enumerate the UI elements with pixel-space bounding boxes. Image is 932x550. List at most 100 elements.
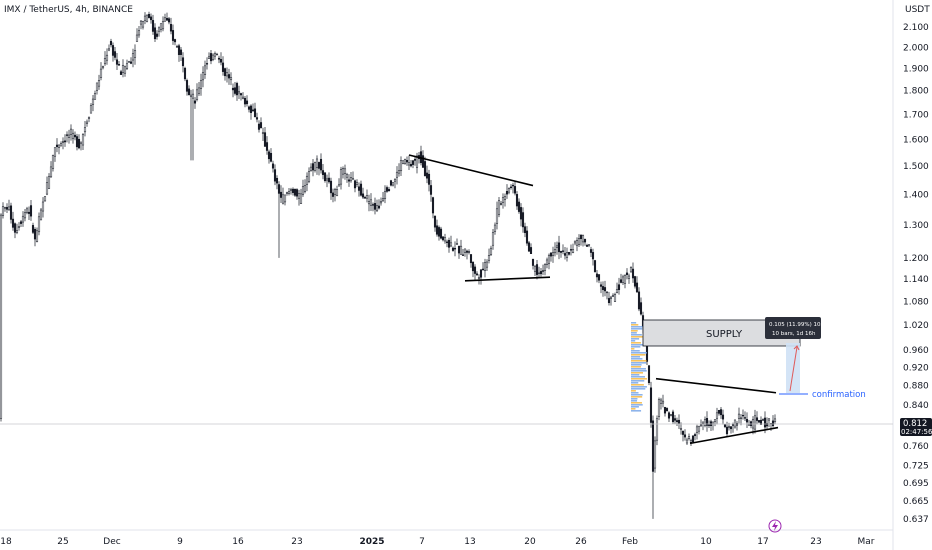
time-tick-label: 23 xyxy=(291,537,302,547)
candle-body xyxy=(467,251,471,253)
price-badge-value: 0.812 xyxy=(903,419,927,429)
candle-body xyxy=(705,418,709,426)
price-badge-countdown: 02:47:56 xyxy=(901,428,932,436)
candle-body xyxy=(505,191,509,195)
candle-body xyxy=(407,162,411,166)
volume-profile-bar xyxy=(631,384,644,386)
candle-body xyxy=(155,33,159,37)
candle-body xyxy=(753,415,757,430)
candle-body xyxy=(201,72,205,81)
volume-profile-bar xyxy=(631,368,646,370)
price-axis[interactable]: 2.100 2.000 1.900 1.800 1.700 1.600 1.500 1.400… xyxy=(903,23,929,525)
candle-body xyxy=(219,59,223,63)
candle-body xyxy=(687,436,691,439)
candle-body xyxy=(373,203,377,210)
candle-body xyxy=(23,212,27,219)
candle-body xyxy=(621,276,625,283)
candle-body xyxy=(667,412,671,419)
candle-body xyxy=(127,61,131,63)
candle-body xyxy=(727,426,731,428)
measure-box[interactable] xyxy=(786,343,800,393)
candle-body xyxy=(719,409,723,416)
candle-body xyxy=(145,14,149,22)
candle-body xyxy=(171,30,175,41)
trendline[interactable] xyxy=(689,426,779,445)
price-tick-label: 1.140 xyxy=(903,275,929,285)
candle-body xyxy=(399,160,403,172)
candle-body xyxy=(675,420,679,423)
price-tick-label: 1.800 xyxy=(903,87,929,97)
candle-body xyxy=(389,180,393,186)
candle-body xyxy=(413,158,417,161)
candle-body xyxy=(439,228,443,239)
trendline[interactable] xyxy=(655,377,777,394)
candle-body xyxy=(493,224,497,232)
candle-body xyxy=(435,225,439,235)
candle-body xyxy=(217,57,221,60)
candle-body xyxy=(469,254,473,264)
candle-body xyxy=(255,117,259,120)
time-tick-label: 9 xyxy=(177,537,183,547)
trendline[interactable] xyxy=(408,154,534,187)
candle-body xyxy=(519,207,523,220)
candle-body xyxy=(433,215,437,228)
candle-body xyxy=(653,440,657,469)
candle-body xyxy=(187,88,191,96)
lightning-icon[interactable] xyxy=(768,519,782,533)
candle-body xyxy=(663,407,667,414)
volume-profile-bar xyxy=(631,392,639,394)
candle-body xyxy=(689,440,693,443)
candle-body xyxy=(181,57,185,67)
candle-body xyxy=(277,184,281,194)
candle-body xyxy=(131,53,135,61)
candle-body xyxy=(733,419,737,428)
candle-body xyxy=(625,272,629,275)
candle-body xyxy=(683,434,687,438)
candle-body xyxy=(245,100,249,105)
candle-body xyxy=(539,271,543,275)
candle-body xyxy=(685,439,689,444)
price-tick-label: 1.400 xyxy=(903,190,929,200)
candle-body xyxy=(303,185,307,192)
candle-body xyxy=(185,80,189,92)
candle-body xyxy=(397,170,401,174)
time-tick-label: 10 xyxy=(700,537,712,547)
candle-body xyxy=(591,252,595,260)
candle-body xyxy=(693,434,697,436)
candle-body xyxy=(381,198,385,201)
candle-body xyxy=(501,197,505,203)
volume-profile-bar xyxy=(631,388,646,390)
candle-body xyxy=(263,132,267,147)
candle-body xyxy=(161,21,165,30)
candle-body xyxy=(311,163,315,171)
candle-body xyxy=(485,261,489,268)
time-axis[interactable]: 18 25 Dec 9 16 23 2025 7 13 20 26 Feb 10 17 23 Mar xyxy=(0,537,875,547)
candle-body xyxy=(403,159,407,165)
candle-body xyxy=(221,62,225,72)
candle-body xyxy=(25,208,29,213)
volume-profile-bar xyxy=(631,374,640,376)
candle-body xyxy=(459,245,463,255)
candle-body xyxy=(195,89,199,100)
candle-body xyxy=(651,420,655,472)
time-tick-label: 18 xyxy=(0,537,12,547)
candle-body xyxy=(437,227,441,237)
candle-body xyxy=(163,17,167,22)
candle-body xyxy=(87,117,91,119)
supply-label: SUPPLY xyxy=(706,329,743,340)
volume-profile-bar xyxy=(631,334,642,336)
price-tick-label: 0.960 xyxy=(903,346,929,356)
candle-body xyxy=(477,277,481,279)
candle-body xyxy=(57,144,61,148)
candle-body xyxy=(275,177,279,184)
candle-body xyxy=(37,216,41,233)
candle-body xyxy=(609,296,613,299)
candle-body xyxy=(375,205,379,212)
candle-body xyxy=(377,205,381,209)
candle-body xyxy=(119,71,123,75)
candle-body xyxy=(123,66,127,74)
trendline[interactable] xyxy=(464,276,551,282)
candle-body xyxy=(343,168,347,174)
